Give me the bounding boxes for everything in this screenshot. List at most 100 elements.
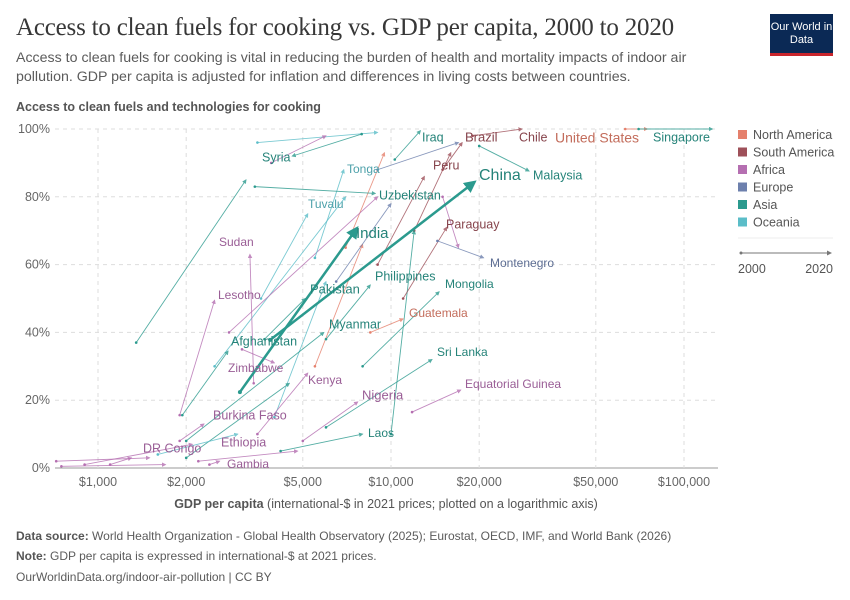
series-arrow-ethiopia[interactable] bbox=[84, 442, 194, 466]
series-label[interactable]: Brazil bbox=[465, 129, 498, 144]
series-label[interactable]: India bbox=[356, 225, 389, 242]
series-arrow[interactable] bbox=[214, 196, 347, 367]
series-label[interactable]: Sudan bbox=[219, 235, 254, 249]
series-label[interactable]: Burkina Faso bbox=[213, 408, 287, 422]
series-label[interactable]: Tuvalu bbox=[308, 197, 344, 211]
series-label[interactable]: Pakistan bbox=[310, 281, 360, 296]
series-arrow[interactable] bbox=[270, 135, 327, 164]
series-label[interactable]: Sri Lanka bbox=[437, 345, 488, 359]
series-arrow-chile[interactable] bbox=[472, 127, 523, 137]
series-label[interactable]: Mongolia bbox=[445, 277, 494, 291]
legend-swatch[interactable] bbox=[738, 165, 747, 174]
y-tick-label: 100% bbox=[18, 122, 50, 136]
legend-label-africa[interactable]: Africa bbox=[753, 163, 785, 177]
series-arrow[interactable] bbox=[413, 151, 452, 231]
owid-logo[interactable]: Our World in Data bbox=[770, 14, 833, 56]
series-label[interactable]: Guatemala bbox=[409, 306, 468, 320]
series-arrow[interactable] bbox=[228, 196, 379, 333]
series-arrow-tonga[interactable] bbox=[314, 168, 345, 258]
series-label[interactable]: Afghanistan bbox=[231, 334, 297, 348]
series-arrow-montenegro[interactable] bbox=[437, 240, 485, 259]
series-label[interactable]: Myanmar bbox=[329, 317, 381, 331]
series-arrow-gambia[interactable] bbox=[209, 460, 221, 466]
series-label[interactable]: Laos bbox=[368, 426, 394, 440]
series-arrow-equatorial-guinea[interactable] bbox=[411, 389, 462, 413]
series-arrow-myanmar[interactable] bbox=[185, 331, 325, 442]
series-arrow-pakistan[interactable] bbox=[264, 297, 306, 340]
legend-label-oceania[interactable]: Oceania bbox=[753, 216, 800, 230]
series-arrow[interactable] bbox=[198, 449, 299, 462]
series-label[interactable]: China bbox=[479, 167, 521, 184]
series-arrow-burkina-faso[interactable] bbox=[179, 423, 205, 442]
series-arrow-kenya[interactable] bbox=[257, 372, 309, 435]
series-label[interactable]: Kenya bbox=[308, 373, 342, 387]
series-arrow-dr-congo[interactable] bbox=[109, 456, 133, 466]
series-label[interactable]: Singapore bbox=[653, 130, 710, 144]
series-arrow[interactable] bbox=[257, 130, 379, 144]
series-label[interactable]: Peru bbox=[433, 158, 459, 172]
series-label[interactable]: Chile bbox=[519, 130, 548, 144]
series-label[interactable]: DR Congo bbox=[143, 441, 201, 455]
series-label[interactable]: United States bbox=[555, 130, 639, 146]
series-arrow-nigeria[interactable] bbox=[302, 401, 359, 442]
series-arrow-china[interactable] bbox=[269, 180, 477, 341]
series-label[interactable]: Iraq bbox=[422, 130, 444, 144]
series-label[interactable]: Gambia bbox=[227, 457, 269, 471]
series-arrow-india[interactable] bbox=[238, 225, 359, 393]
legend-swatch[interactable] bbox=[738, 200, 747, 209]
series-arrow[interactable] bbox=[157, 432, 239, 455]
series-label[interactable]: Philippines bbox=[375, 269, 435, 283]
series-label[interactable]: Lesotho bbox=[218, 288, 261, 302]
series-arrow[interactable] bbox=[377, 141, 460, 171]
series-arrow[interactable] bbox=[335, 202, 392, 282]
series-label[interactable]: Uzbekistan bbox=[379, 188, 441, 202]
timeline-start-label: 2000 bbox=[738, 262, 766, 276]
series-arrow-tuvalu[interactable] bbox=[260, 212, 309, 299]
series-arrow[interactable] bbox=[185, 382, 291, 459]
series-arrow-paraguay[interactable] bbox=[402, 226, 448, 299]
x-tick-label: $20,000 bbox=[457, 475, 502, 489]
series-arrow-philippines[interactable] bbox=[325, 284, 371, 340]
series-start-point bbox=[197, 459, 200, 463]
series-arrow-sri-lanka[interactable] bbox=[325, 359, 433, 428]
series-arrow-afghanistan[interactable] bbox=[181, 350, 229, 416]
series-arrow-guatemala[interactable] bbox=[370, 318, 404, 333]
series-arrow-uzbekistan[interactable] bbox=[254, 186, 377, 196]
legend-swatch[interactable] bbox=[738, 182, 747, 192]
series-arrow-zimbabwe[interactable] bbox=[241, 348, 276, 364]
series-label[interactable]: Nigeria bbox=[362, 387, 404, 402]
series-label[interactable]: Syria bbox=[262, 150, 291, 164]
series-arrow-laos[interactable] bbox=[280, 432, 364, 452]
series-arrow[interactable] bbox=[61, 462, 167, 467]
series-arrow-lesotho[interactable] bbox=[179, 299, 216, 416]
source-label: Data source: bbox=[16, 529, 89, 543]
series-arrow[interactable] bbox=[314, 243, 364, 367]
legend-swatch[interactable] bbox=[738, 147, 747, 157]
series-arrow-mongolia[interactable] bbox=[362, 291, 440, 367]
series-label[interactable]: Ethiopia bbox=[221, 435, 266, 449]
legend-swatch[interactable] bbox=[738, 130, 747, 139]
legend-label-south-america[interactable]: South America bbox=[753, 146, 834, 160]
series-arrow-iraq[interactable] bbox=[394, 130, 422, 160]
series-start-point bbox=[54, 459, 58, 463]
series-label[interactable]: Montenegro bbox=[490, 256, 554, 270]
series-arrow[interactable] bbox=[390, 229, 417, 435]
series-arrow[interactable] bbox=[56, 455, 151, 462]
series-label[interactable]: Paraguay bbox=[446, 217, 500, 231]
series-arrow[interactable] bbox=[135, 179, 247, 343]
series-label[interactable]: Zimbabwe bbox=[228, 361, 284, 375]
series-label[interactable]: Tonga bbox=[347, 162, 380, 176]
series-arrow-malaysia[interactable] bbox=[478, 145, 530, 172]
series-start-point bbox=[389, 432, 393, 436]
series-arrow-sudan[interactable] bbox=[247, 253, 255, 384]
series-arrow-brazil[interactable] bbox=[442, 141, 463, 170]
source-url[interactable]: OurWorldinData.org/indoor-air-pollution … bbox=[16, 570, 272, 584]
series-label[interactable]: Equatorial Guinea bbox=[465, 377, 561, 391]
legend-swatch[interactable] bbox=[738, 217, 747, 227]
legend-label-asia[interactable]: Asia bbox=[753, 198, 777, 212]
series-label[interactable]: Malaysia bbox=[533, 168, 582, 182]
legend-label-europe[interactable]: Europe bbox=[753, 181, 793, 195]
legend-label-north-america[interactable]: North America bbox=[753, 128, 832, 142]
series-arrow-syria[interactable] bbox=[291, 133, 362, 158]
